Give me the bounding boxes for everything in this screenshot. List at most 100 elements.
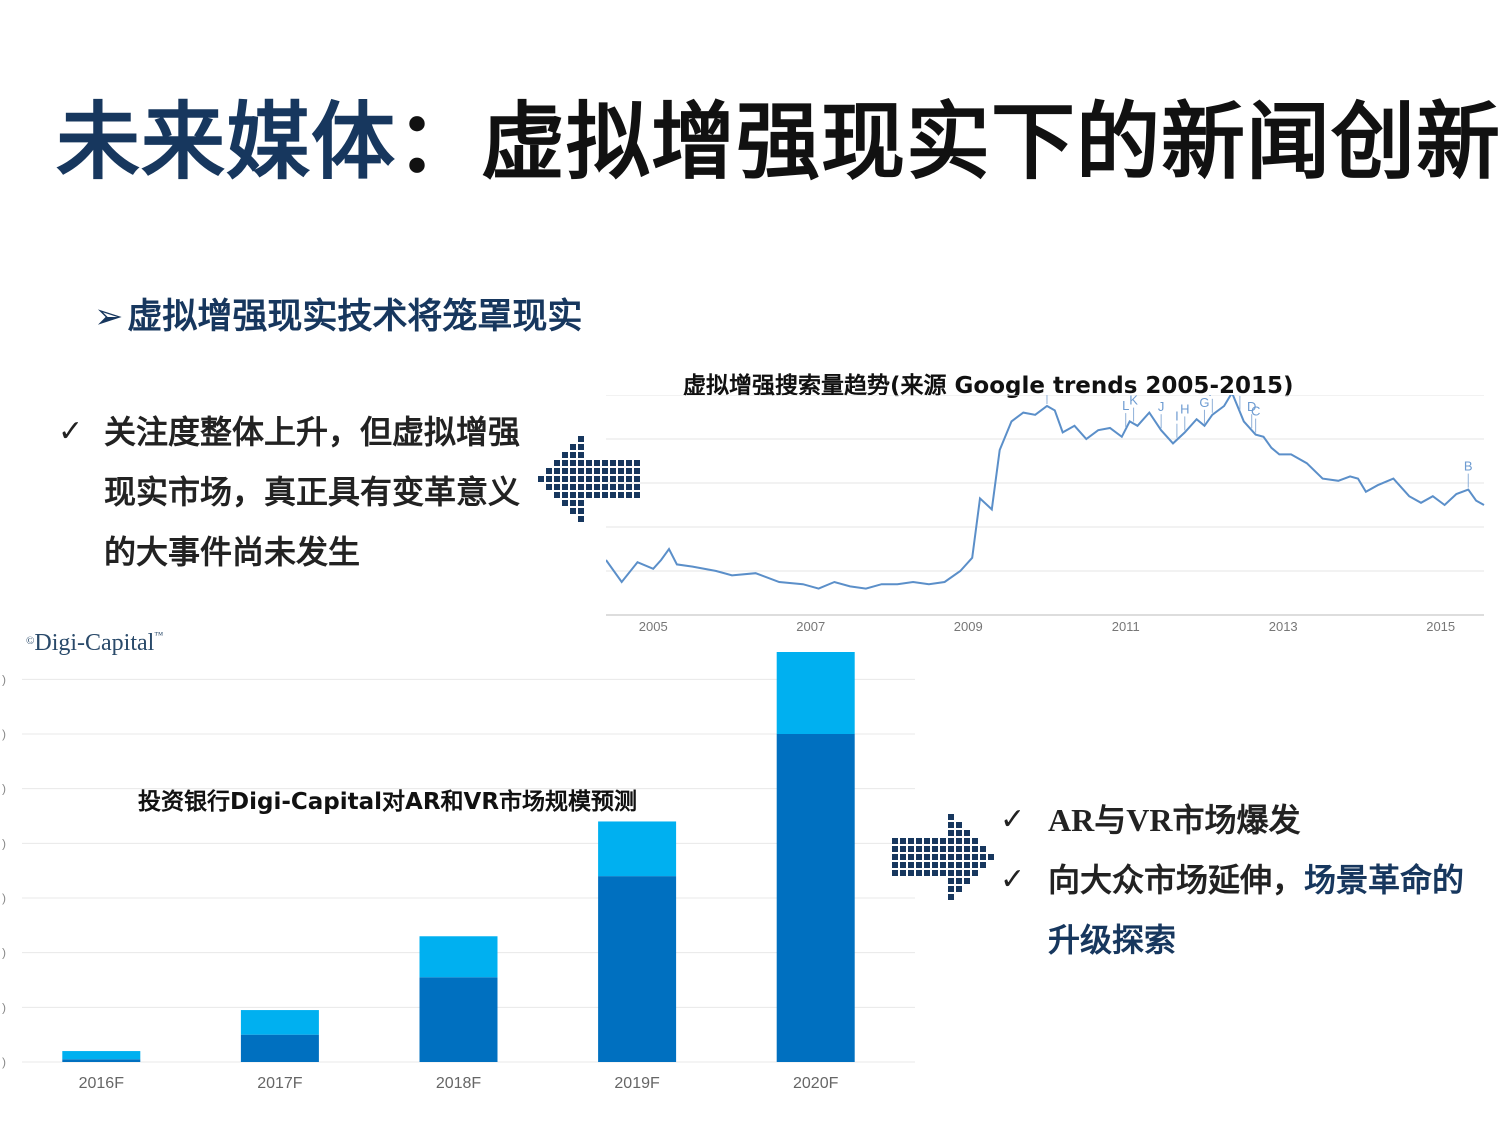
arrow-dot [964,862,970,868]
arrow-dot [964,838,970,844]
arrow-dot [892,838,898,844]
arrow-dot [554,460,560,466]
arrow-dot [546,484,552,490]
slide-title: 未来媒体：虚拟增强现实下的新闻创新 [56,96,1500,188]
arrow-dot [538,476,544,482]
arrow-dot [900,838,906,844]
arrow-dot [972,854,978,860]
arrow-dot [578,468,584,474]
arrow-dot [602,460,608,466]
trend-annotation-label: L [1122,398,1129,413]
arrow-dot [570,460,576,466]
arrow-dot [988,854,994,860]
arrow-dot [634,476,640,482]
arrow-dot [578,444,584,450]
bar-y-tick-fragment: ) [2,891,6,905]
arrow-dot [972,870,978,876]
arrow-dot [948,846,954,852]
arrow-dot [916,870,922,876]
arrow-dot [626,476,632,482]
arrow-dot [892,846,898,852]
arrow-dot [924,862,930,868]
trend-annotation-label: C [1251,404,1260,419]
bullet-market-boom: ✓ AR与VR市场爆发 [1000,790,1480,850]
left-paragraph: ✓ 关注度整体上升，但虚拟增强现实市场，真正具有变革意义的大事件尚未发生 [58,402,528,582]
arrow-dot [932,846,938,852]
arrow-dot [594,492,600,498]
arrow-dot [940,870,946,876]
arrow-dot [594,476,600,482]
bar-x-tick-label: 2019F [614,1075,660,1092]
arrow-dot [924,846,930,852]
arrow-dot [586,476,592,482]
arrow-dot [618,484,624,490]
arrow-dot [626,460,632,466]
bar-segment [776,652,855,734]
bar-segment [598,821,677,877]
arrow-dot [562,468,568,474]
arrow-dot [618,468,624,474]
bullet-text-plain: 向大众市场延伸， [1048,861,1305,899]
arrow-dot [964,830,970,836]
arrow-dot [562,460,568,466]
bar-y-tick-fragment: ) [2,1000,6,1014]
arrow-dot [578,436,584,442]
arrow-dot [892,862,898,868]
right-arrow-icon [892,814,994,900]
arrow-dot [634,460,640,466]
arrow-dot [972,838,978,844]
arrow-dot [948,870,954,876]
arrow-dot [980,846,986,852]
forecast-bar-chart: )))))))) 2016F 2017F 2018F 2019F 2020F [2,652,915,1092]
forecast-chart-title: 投资银行Digi-Capital对AR和VR市场规模预测 [138,789,638,815]
check-icon: ✓ [58,414,84,449]
arrow-dot [956,878,962,884]
arrow-dot [626,492,632,498]
arrow-dot [618,476,624,482]
arrow-dot [948,886,954,892]
arrow-dot [570,500,576,506]
arrow-dot [586,484,592,490]
bar-y-tick-fragment: ) [2,782,6,796]
arrow-dot [964,878,970,884]
bar-y-tick-fragment: ) [2,672,6,686]
trend-annotation-label: F [1208,395,1216,399]
trend-annotation-label: E [1236,395,1245,396]
arrow-dot [948,814,954,820]
arrow-dot [586,468,592,474]
arrow-dot [948,894,954,900]
arrow-dot [900,854,906,860]
arrow-dot [570,508,576,514]
arrow-dot [916,846,922,852]
arrow-dot [924,854,930,860]
arrow-dot [578,476,584,482]
arrow-dot [924,870,930,876]
arrow-dot [546,468,552,474]
arrow-dot [586,492,592,498]
arrow-dot [562,476,568,482]
arrow-dot [578,460,584,466]
arrow-dot [916,854,922,860]
arrow-dot [634,468,640,474]
arrow-dot [892,870,898,876]
arrow-dot [940,846,946,852]
check-icon: ✓ [1000,802,1026,837]
arrow-dot [972,862,978,868]
arrow-dot [956,886,962,892]
arrow-dot [908,862,914,868]
arrow-dot [940,862,946,868]
bar-x-tick-label: 2020F [793,1075,839,1092]
arrow-dot [964,870,970,876]
trend-x-tick-label: 2013 [1269,619,1298,634]
arrow-dot [602,476,608,482]
bar-segment [240,1034,319,1062]
arrow-dot [546,476,552,482]
bar-x-tick-label: 2018F [436,1075,482,1092]
bar-segment [776,734,855,1062]
arrow-dot [570,476,576,482]
trend-annotation-label: I [1175,409,1179,424]
bar-segment [598,876,677,1062]
arrow-dot [908,854,914,860]
trend-annotation-label: D [1247,399,1256,414]
bar-y-tick-fragment: ) [2,1055,6,1069]
